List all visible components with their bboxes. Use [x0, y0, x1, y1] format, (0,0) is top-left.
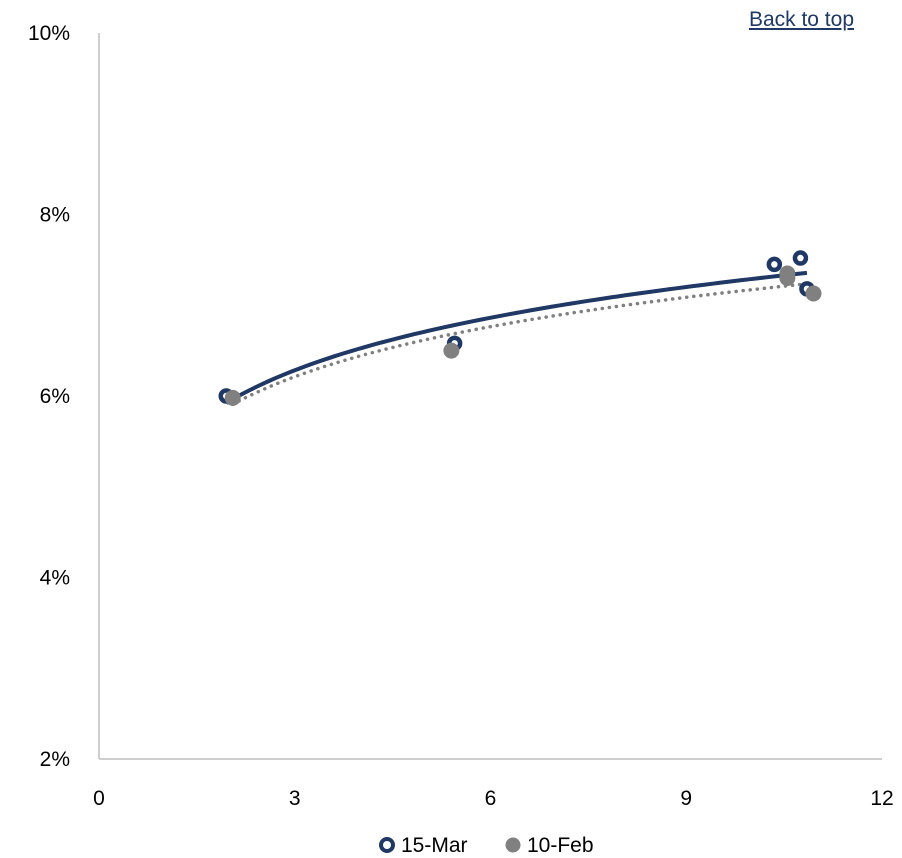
- x-tick-label: 6: [485, 787, 497, 810]
- point-10feb: [805, 285, 822, 302]
- point-10feb: [443, 342, 460, 359]
- legend-label-10feb: 10-Feb: [527, 834, 594, 857]
- legend-item-15mar: 15-Mar: [379, 834, 468, 857]
- y-tick-label: 2%: [40, 748, 70, 771]
- x-tick-label: 3: [289, 787, 301, 810]
- trendlines: [225, 270, 816, 407]
- tick-labels: 0 3 6 9 12 2% 4% 6% 8% 10%: [28, 22, 894, 810]
- point-10feb: [779, 265, 796, 282]
- back-to-top-link[interactable]: Back to top: [748, 8, 854, 31]
- legend-marker-15mar: [379, 837, 395, 853]
- point-15mar: [766, 256, 783, 273]
- point-15mar: [792, 250, 809, 266]
- data-points: [218, 250, 822, 406]
- legend-item-10feb: 10-Feb: [505, 834, 594, 857]
- y-tick-label: 8%: [40, 204, 70, 227]
- x-tick-label: 0: [93, 787, 105, 810]
- y-tick-label: 6%: [40, 385, 70, 408]
- point-10feb: [224, 389, 241, 406]
- x-tick-label: 12: [870, 787, 893, 810]
- y-tick-label: 10%: [28, 22, 70, 45]
- y-tick-label: 4%: [40, 567, 70, 590]
- legend-label-15mar: 15-Mar: [401, 834, 468, 857]
- legend: 15-Mar 10-Feb: [379, 834, 594, 857]
- x-tick-label: 9: [680, 787, 692, 810]
- legend-marker-10feb: [505, 837, 521, 853]
- trendline-15mar: [225, 270, 808, 405]
- trendline-10feb: [231, 281, 816, 407]
